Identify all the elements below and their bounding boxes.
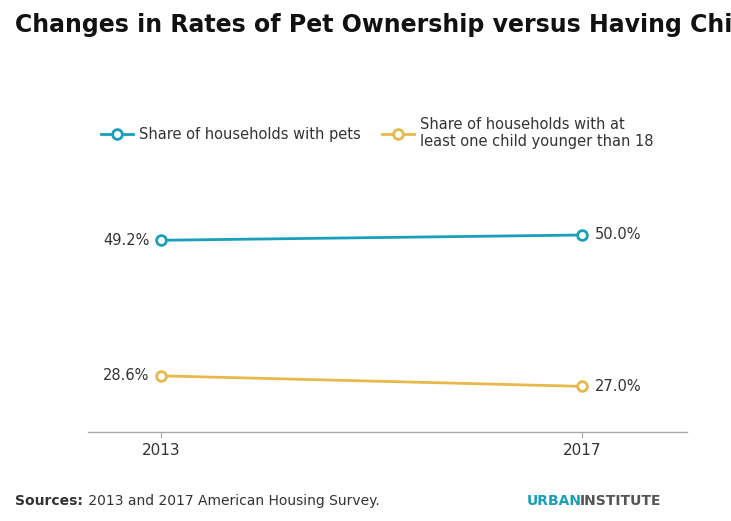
Text: 27.0%: 27.0% bbox=[594, 379, 641, 394]
Text: 50.0%: 50.0% bbox=[594, 228, 641, 242]
Text: 49.2%: 49.2% bbox=[103, 233, 149, 248]
Legend: Share of households with pets, Share of households with at
least one child young: Share of households with pets, Share of … bbox=[95, 111, 659, 155]
Text: Changes in Rates of Pet Ownership versus Having Children: Changes in Rates of Pet Ownership versus… bbox=[15, 13, 731, 37]
Text: Sources:: Sources: bbox=[15, 494, 83, 508]
Text: 28.6%: 28.6% bbox=[103, 368, 149, 383]
Text: URBAN: URBAN bbox=[526, 494, 581, 508]
Text: INSTITUTE: INSTITUTE bbox=[580, 494, 661, 508]
Text: 2013 and 2017 American Housing Survey.: 2013 and 2017 American Housing Survey. bbox=[84, 494, 380, 508]
